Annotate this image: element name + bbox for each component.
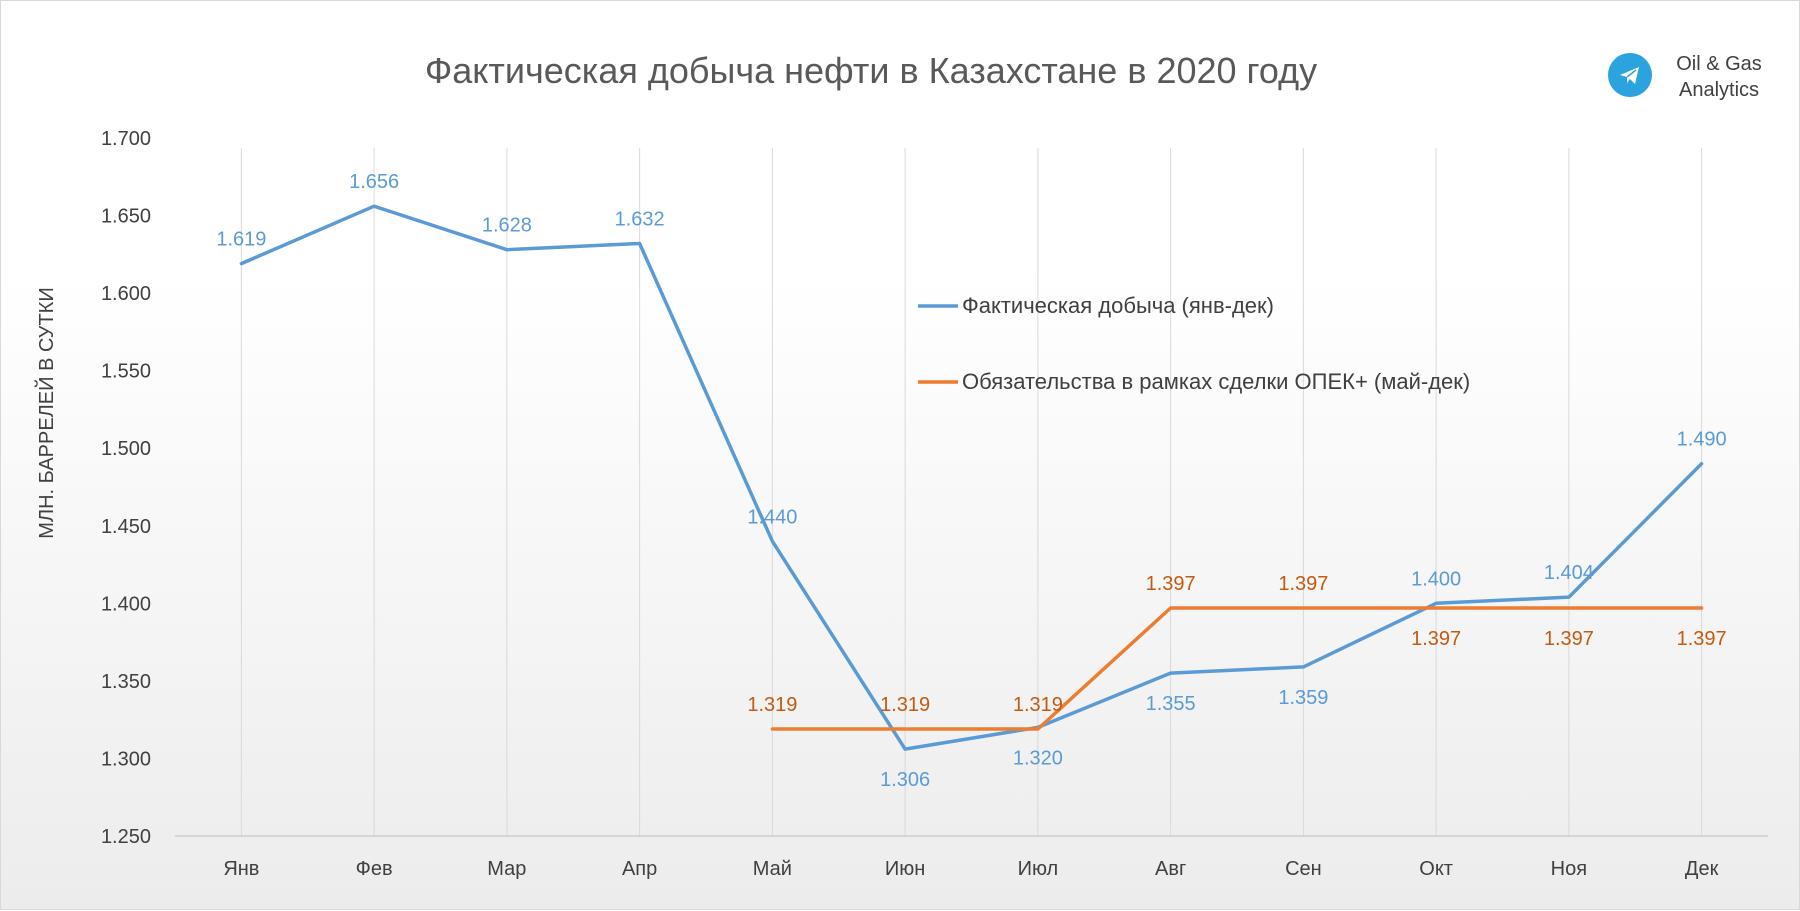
x-tick-label: Июн: [885, 858, 925, 880]
data-label-series-2: 1.319: [747, 694, 797, 716]
data-label-series-1: 1.400: [1411, 568, 1461, 590]
data-label-series-1: 1.440: [747, 506, 797, 528]
x-tick-label: Май: [753, 858, 792, 880]
data-label-series-1: 1.320: [1013, 747, 1063, 769]
series-line-1: [239, 204, 1704, 751]
data-label-series-1: 1.355: [1146, 693, 1196, 715]
x-tick-label: Фев: [356, 858, 393, 880]
data-label-series-1: 1.306: [880, 769, 930, 791]
x-tick-label: Июл: [1018, 858, 1059, 880]
legend-label-1: Фактическая добыча (янв-дек): [962, 293, 1274, 318]
data-label-series-2: 1.397: [1278, 573, 1328, 595]
logo-line-1: Oil & Gas: [1676, 53, 1762, 75]
logo-text: Oil & Gas Analytics: [1660, 51, 1778, 103]
data-label-series-2: 1.397: [1677, 628, 1727, 650]
grid-layer: [240, 148, 1703, 836]
logo-line-2: Analytics: [1678, 79, 1760, 101]
y-tick-label: 1.500: [101, 438, 151, 460]
data-label-series-2: 1.397: [1411, 628, 1461, 650]
legend: Фактическая добыча (янв-дек) Обязательств…: [918, 293, 1470, 394]
data-label-series-1: 1.628: [482, 215, 532, 237]
x-tick-label: Окт: [1419, 858, 1453, 880]
x-tick-label: Авг: [1155, 858, 1186, 880]
data-label-series-1: 1.404: [1544, 562, 1594, 584]
x-tick-label: Ноя: [1551, 858, 1587, 880]
data-label-series-2: 1.319: [1013, 694, 1063, 716]
y-tick-label: 1.700: [101, 128, 151, 150]
chart-title: Фактическая добыча нефти в Казахстане в …: [425, 50, 1317, 91]
telegram-icon: [1608, 53, 1652, 97]
y-tick-label: 1.550: [101, 361, 151, 383]
y-tick-label: 1.350: [101, 671, 151, 693]
x-tick-label: Янв: [223, 858, 259, 880]
data-label-series-1: 1.632: [615, 208, 665, 230]
x-tick-label: Сен: [1285, 858, 1322, 880]
y-tick-label: 1.300: [101, 748, 151, 770]
data-label-series-2: 1.397: [1544, 628, 1594, 650]
axis-layer: 1.250 1.300 1.350 1.400 1.450 1.500 1.550 1.600…: [101, 128, 1768, 880]
data-label-series-2: 1.397: [1146, 573, 1196, 595]
x-tick-label: Дек: [1685, 858, 1719, 880]
data-label-series-2: 1.319: [880, 694, 930, 716]
x-tick-label: Апр: [622, 858, 657, 880]
data-label-layer: 1.619 1.656 1.628 1.632 1.440 1.306 1.320 1.355…: [216, 171, 1726, 791]
y-tick-label: 1.450: [101, 516, 151, 538]
series-layer: [239, 204, 1704, 751]
data-label-series-1: 1.359: [1278, 687, 1328, 709]
x-tick-label: Мар: [487, 858, 526, 880]
oil-gas-analytics-logo: Oil & Gas Analytics: [1608, 51, 1778, 107]
series-line-2: [770, 606, 1704, 731]
data-label-series-1: 1.490: [1677, 429, 1727, 451]
data-label-series-1: 1.619: [216, 229, 266, 251]
legend-label-2: Обязательства в рамках сделки ОПЕК+ (май…: [962, 369, 1470, 394]
y-tick-label: 1.250: [101, 826, 151, 848]
y-axis-title: МЛН. БАРРЕЛЕЙ В СУТКИ: [34, 287, 58, 538]
y-tick-label: 1.650: [101, 206, 151, 228]
y-tick-label: 1.600: [101, 283, 151, 305]
y-tick-label: 1.400: [101, 593, 151, 615]
data-label-series-1: 1.656: [349, 171, 399, 193]
